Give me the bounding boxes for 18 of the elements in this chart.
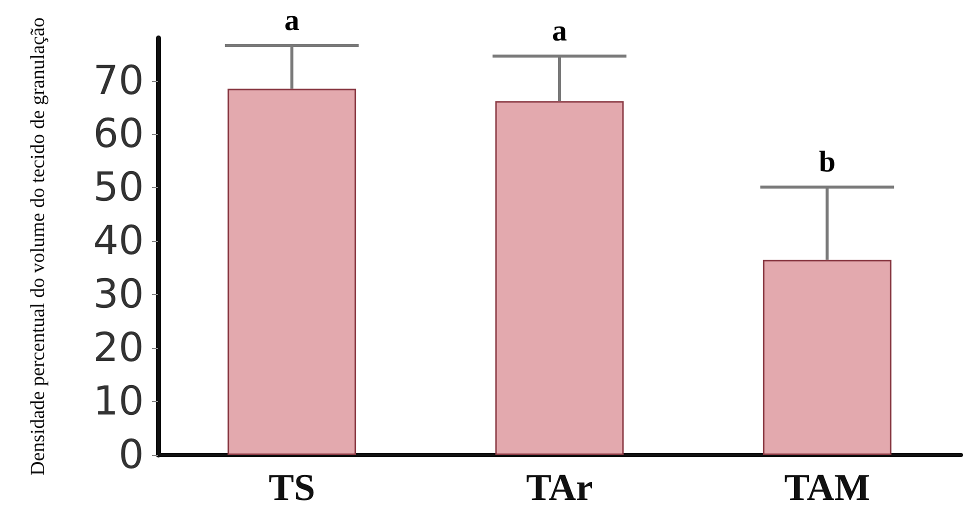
y-tick-label: 60 [93,111,144,158]
annotation: a [284,4,300,37]
x-tick-label: TS [268,467,316,509]
annotation: a [552,14,567,48]
x-tick-label: TAr [526,467,594,509]
y-tick-label: 20 [93,325,144,372]
bar [762,260,892,455]
y-tick-label: 40 [93,218,144,264]
y-tick-label: 50 [93,164,144,211]
annotation: b [818,146,836,179]
bar [495,101,624,455]
y-axis-title: Densidade percentual do volume do tecido de granulação [27,17,49,476]
y-tick-label: 30 [93,272,144,318]
bar [228,88,356,455]
y-tick-label: 0 [118,432,144,478]
y-tick-label: 10 [93,378,144,425]
x-tick-label: TAM [784,467,870,509]
y-tick-label: 70 [93,58,144,104]
